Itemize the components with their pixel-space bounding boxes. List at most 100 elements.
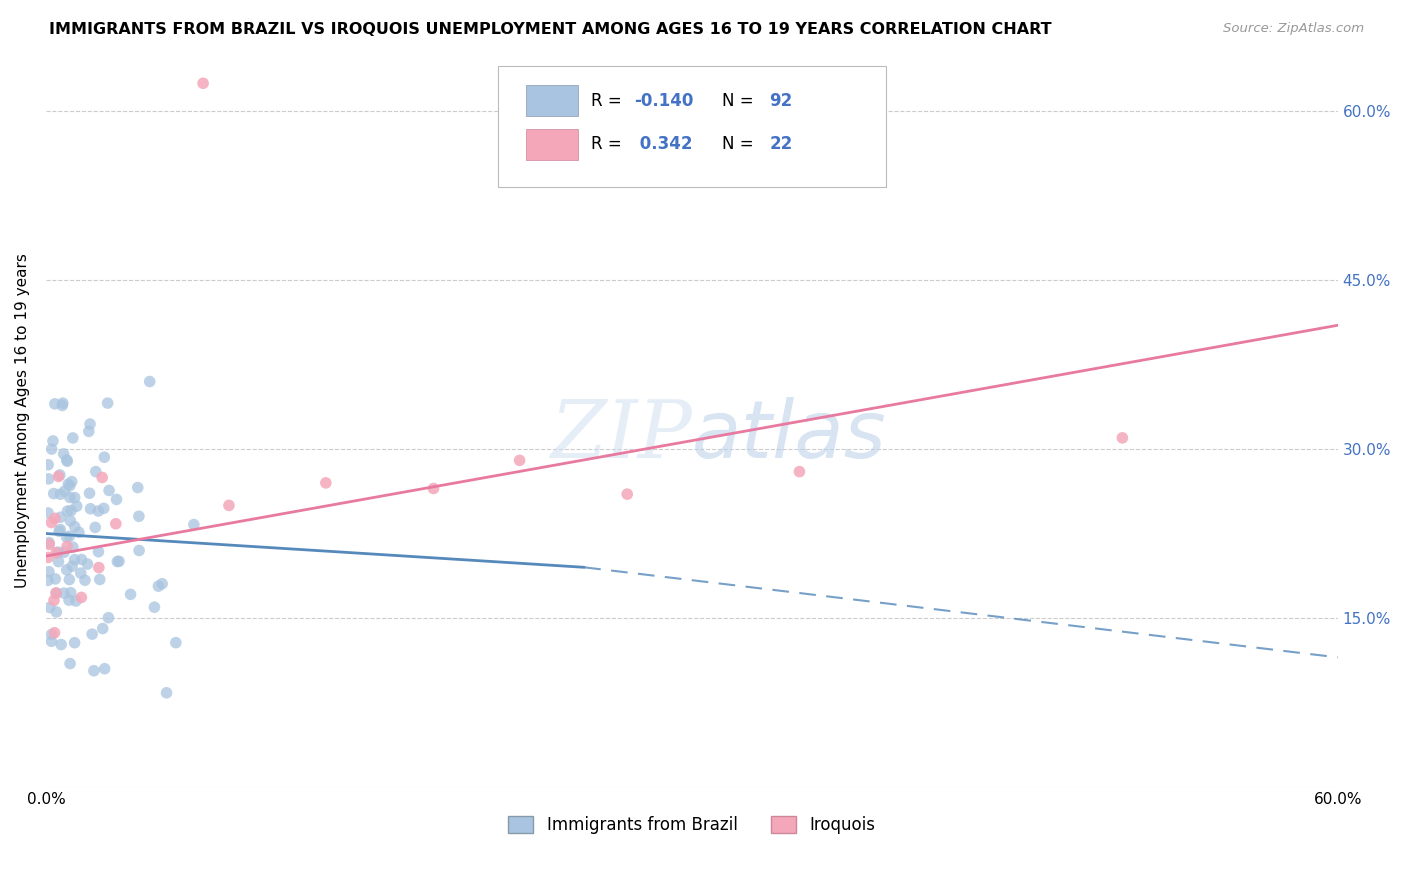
Point [66, 499, 89, 513]
Point [53, 545, 76, 559]
Point [49, 523, 72, 537]
Text: R =: R = [591, 92, 627, 110]
Point [63, 552, 86, 566]
Point [44, 511, 66, 525]
Point [128, 509, 150, 524]
Point [41, 627, 63, 641]
Point [62, 540, 84, 554]
Point [127, 481, 149, 495]
Point [37, 506, 59, 520]
Point [79, 486, 101, 500]
Point [55, 563, 77, 577]
Point [38, 565, 60, 579]
Point [82, 627, 104, 641]
Text: R =: R = [591, 136, 627, 153]
Text: N =: N = [721, 136, 758, 153]
Point [120, 587, 142, 601]
Point [63, 491, 86, 505]
Point [63, 520, 86, 534]
Point [105, 492, 128, 507]
Point [52, 396, 75, 410]
Text: ZIP: ZIP [550, 397, 692, 475]
Point [93, 501, 115, 516]
Point [97, 396, 120, 410]
Text: 22: 22 [769, 136, 793, 153]
Y-axis label: Unemployment Among Ages 16 to 19 years: Unemployment Among Ages 16 to 19 years [15, 253, 30, 589]
Point [44, 397, 66, 411]
Point [315, 475, 337, 490]
Point [49, 510, 72, 524]
Text: 0.342: 0.342 [634, 136, 692, 153]
Point [55, 530, 77, 544]
Point [84, 465, 107, 479]
Point [52, 586, 75, 600]
Point [76, 557, 98, 571]
Point [51, 399, 73, 413]
Point [60, 503, 83, 517]
Point [58, 593, 80, 607]
Point [42, 593, 65, 607]
Legend: Immigrants from Brazil, Iroquois: Immigrants from Brazil, Iroquois [502, 809, 882, 840]
Point [51, 638, 73, 652]
Point [91, 622, 114, 636]
Point [183, 517, 205, 532]
Point [616, 487, 638, 501]
Point [104, 516, 127, 531]
Point [148, 579, 170, 593]
Point [59, 657, 82, 671]
Point [79, 501, 101, 516]
Point [37, 574, 59, 588]
Point [98, 483, 121, 498]
Point [56, 540, 79, 554]
Point [59, 514, 82, 528]
Point [56, 454, 79, 468]
Point [49, 487, 72, 501]
Point [143, 600, 166, 615]
Point [62, 431, 84, 445]
Point [45, 586, 67, 600]
Point [37, 458, 59, 472]
Text: Source: ZipAtlas.com: Source: ZipAtlas.com [1223, 22, 1364, 36]
Point [70, 552, 93, 566]
Point [38, 535, 60, 549]
FancyBboxPatch shape [526, 85, 578, 116]
Text: atlas: atlas [692, 397, 887, 475]
Point [105, 555, 128, 569]
Point [79, 417, 101, 431]
Point [509, 453, 531, 467]
Point [44, 625, 66, 640]
FancyBboxPatch shape [526, 129, 578, 160]
Point [52, 447, 75, 461]
Point [58, 477, 80, 491]
Point [59, 478, 82, 492]
Point [41, 516, 63, 530]
Point [128, 543, 150, 558]
Point [49, 467, 72, 482]
Point [89, 573, 111, 587]
Point [60, 559, 83, 574]
Point [41, 634, 63, 648]
Point [69, 566, 91, 581]
Point [41, 442, 63, 456]
Point [38, 537, 60, 551]
Point [38, 472, 60, 486]
Point [165, 635, 187, 649]
Point [1111, 431, 1133, 445]
Point [67, 525, 90, 540]
Point [48, 555, 70, 569]
Point [87, 544, 110, 558]
Point [58, 529, 80, 543]
Point [60, 475, 83, 489]
Point [77, 425, 100, 439]
Point [84, 520, 107, 534]
Point [83, 664, 105, 678]
FancyBboxPatch shape [498, 66, 886, 186]
Point [93, 450, 115, 465]
Point [789, 465, 811, 479]
Point [45, 586, 67, 600]
Point [38, 600, 60, 615]
Point [37, 550, 59, 565]
Point [97, 610, 120, 624]
Point [42, 434, 65, 448]
Point [48, 469, 70, 483]
